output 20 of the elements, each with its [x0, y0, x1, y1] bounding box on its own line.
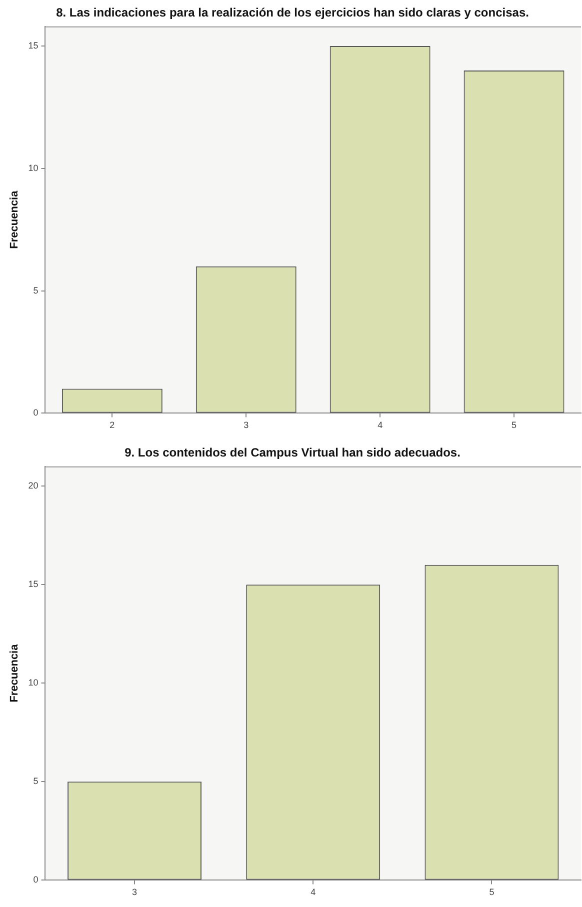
- y-tick-label: 0: [33, 874, 38, 885]
- y-axis-title: Frecuencia: [8, 643, 21, 702]
- x-tick-label: 5: [512, 420, 517, 430]
- x-tick-label: 4: [310, 887, 316, 898]
- y-tick-label: 15: [28, 579, 38, 590]
- y-tick-label: 20: [28, 480, 38, 491]
- y-tick-label: 0: [33, 408, 38, 418]
- x-tick-label: 5: [489, 887, 494, 898]
- y-axis-title: Frecuencia: [8, 190, 21, 249]
- x-tick-label: 4: [378, 420, 383, 430]
- chart-title: 8. Las indicaciones para la realización de los ejercicios han sido claras y concisas.: [56, 6, 529, 20]
- y-tick-label: 15: [28, 40, 38, 50]
- y-tick-label: 5: [33, 285, 38, 296]
- x-tick-label: 2: [110, 420, 115, 430]
- x-tick-label: 3: [244, 420, 249, 430]
- y-tick-label: 5: [33, 776, 38, 786]
- y-tick-label: 10: [28, 162, 38, 173]
- x-tick-label: 3: [132, 887, 138, 898]
- y-tick-label: 10: [28, 678, 38, 688]
- chart-title: 9. Los contenidos del Campus Virtual han sido adecuados.: [124, 446, 460, 460]
